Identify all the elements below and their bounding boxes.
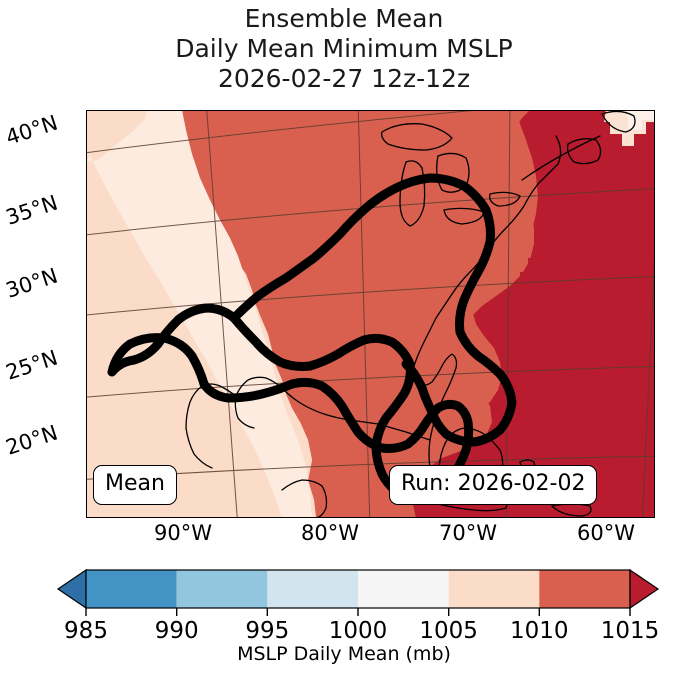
colorbar-extend-low [56, 568, 87, 610]
colorbar-extend-high [629, 568, 660, 610]
colorbar-band-995-1000 [267, 570, 358, 608]
meridian-60W [641, 237, 655, 518]
colorbar-tick-995: 995 [245, 618, 290, 644]
colorbar: 985 990 995 1000 1005 1010 1015 [0, 560, 688, 674]
parallel-25N [86, 365, 655, 398]
coast-yucatan [281, 479, 328, 518]
colorbar-band-985-990 [86, 570, 177, 608]
fill-above-1015-staircase [418, 110, 655, 518]
contour-1015-highlight-link [401, 359, 437, 417]
page-title: Ensemble Mean Daily Mean Minimum MSLP 20… [0, 4, 688, 94]
lat-label-20N: 20°N [2, 420, 61, 460]
colorbar-ticks [85, 608, 631, 616]
lat-label-35N: 35°N [2, 190, 61, 230]
colorbar-tick-1015: 1015 [600, 618, 660, 644]
mean-label-box: Mean [93, 465, 177, 505]
colorbar-tick-990: 990 [154, 618, 199, 644]
lat-label-25N: 25°N [2, 345, 61, 385]
lake-ontario [489, 191, 521, 207]
colorbar-band-990-995 [176, 570, 268, 608]
fill-near-white-nw [86, 110, 312, 518]
coast-nova-scotia [566, 138, 602, 165]
parallel-30N [86, 275, 655, 316]
colorbar-svg [56, 568, 660, 616]
parallel-35N [86, 188, 655, 236]
title-line-2: Daily Mean Minimum MSLP [175, 34, 513, 63]
coast-mexico [185, 383, 237, 469]
colorbar-title: MSLP Daily Mean (mb) [237, 643, 451, 665]
contour-1015-highlight-ne [229, 173, 517, 447]
coast-newfoundland [601, 110, 636, 133]
lon-label-80W: 80°W [301, 521, 359, 545]
lake-erie [443, 207, 485, 225]
lat-label-40N: 40°N [2, 110, 61, 150]
graticule [86, 110, 655, 518]
coast-st-lawrence [521, 135, 601, 181]
colorbar-band-1000-1005 [358, 570, 449, 608]
parallel-40N [86, 110, 484, 154]
meridian-80W [357, 110, 371, 518]
title-line-3: 2026-02-27 12z-12z [217, 64, 471, 93]
colorbar-band-1010-1015 [539, 570, 630, 608]
map-svg [86, 110, 655, 518]
colorbar-tick-1005: 1005 [419, 618, 478, 644]
colorbar-tick-1000: 1000 [328, 618, 388, 644]
lake-michigan [399, 160, 426, 227]
lat-label-30N: 30°N [2, 263, 61, 303]
lon-label-60W: 60°W [577, 521, 635, 545]
lon-label-90W: 90°W [154, 521, 212, 545]
lake-superior [380, 123, 453, 151]
lon-label-70W: 70°W [439, 521, 497, 545]
title-line-1: Ensemble Mean [244, 4, 444, 33]
colorbar-tick-985: 985 [64, 618, 108, 644]
colorbar-band-1005-1010 [448, 570, 540, 608]
run-date-box: Run: 2026-02-02 [389, 465, 598, 505]
map-plot-area [86, 110, 655, 518]
colorbar-tick-1010: 1010 [510, 618, 569, 644]
